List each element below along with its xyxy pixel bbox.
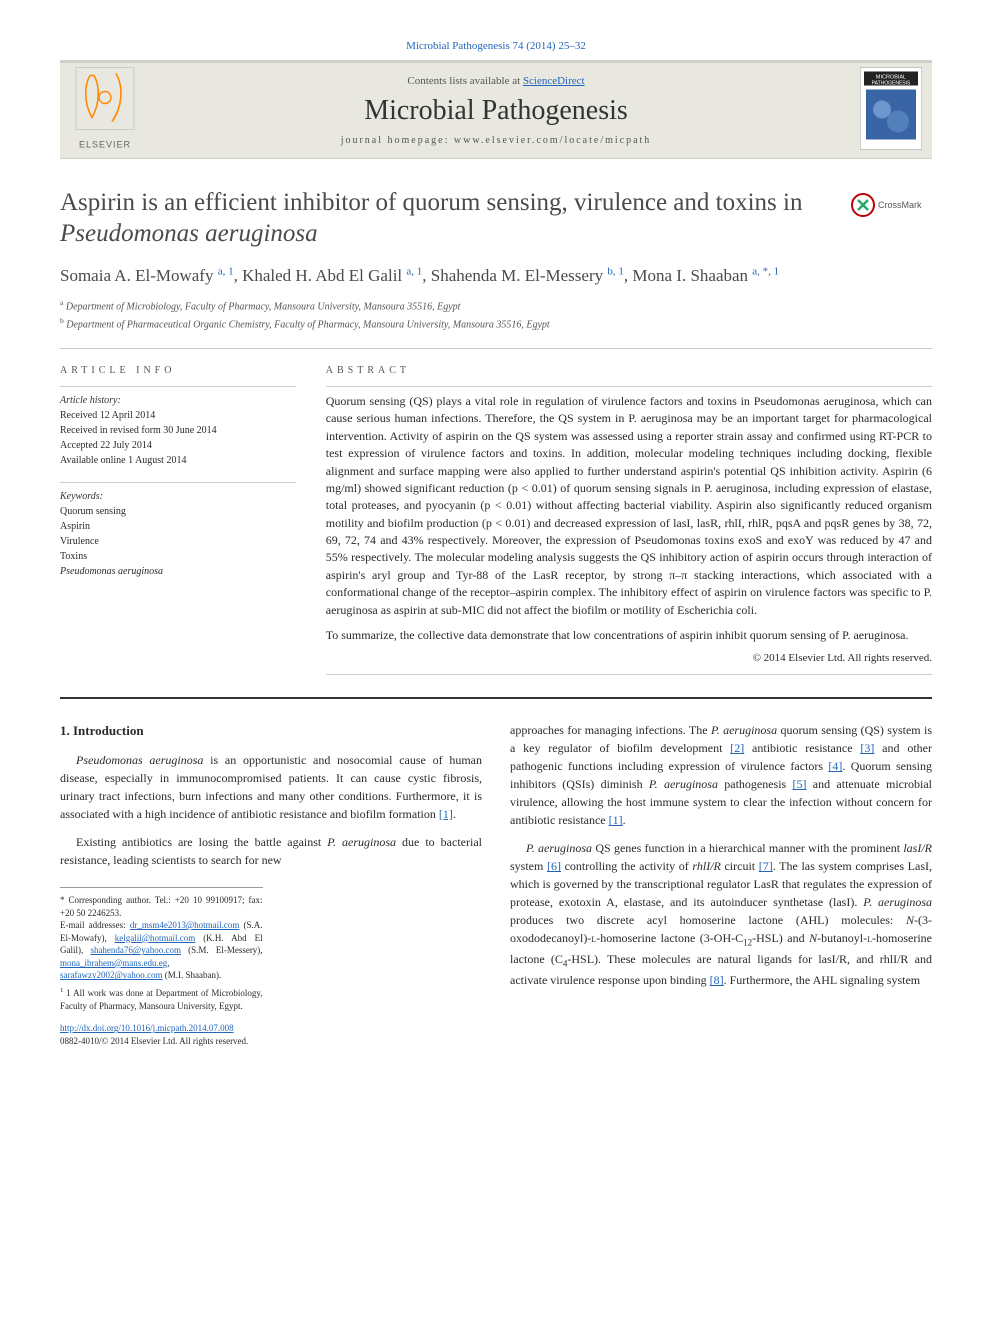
svg-text:PATHOGENESIS: PATHOGENESIS [872,80,911,86]
intro-heading: 1. Introduction [60,721,482,741]
ref-link[interactable]: [4] [828,759,842,773]
top-citation: Microbial Pathogenesis 74 (2014) 25–32 [60,40,932,52]
elsevier-text: ELSEVIER [79,139,131,149]
ref-link[interactable]: [1] [609,813,623,827]
email-link[interactable]: mona_ibrahem@mans.edu.eg [60,958,167,968]
abstract-copyright: © 2014 Elsevier Ltd. All rights reserved… [326,652,932,664]
author: Mona I. Shaaban a, *, 1 [632,266,779,285]
ref-link[interactable]: [6] [547,859,561,873]
doi-link[interactable]: http://dx.doi.org/10.1016/j.micpath.2014… [60,1023,234,1033]
email-link[interactable]: kelgalil@hotmail.com [115,933,196,943]
divider [60,348,932,349]
ref-link[interactable]: [3] [860,741,874,755]
body-paragraph: approaches for managing infections. The … [510,721,932,829]
email-link[interactable]: dr_msm4e2013@hotmail.com [130,920,240,930]
journal-homepage-line: journal homepage: www.elsevier.com/locat… [60,135,932,146]
body-column-right: approaches for managing infections. The … [510,721,932,1047]
abstract-text: Quorum sensing (QS) plays a vital role i… [326,393,932,644]
ref-link[interactable]: [8] [710,973,724,987]
affiliations: a Department of Microbiology, Faculty of… [60,297,932,332]
article-info-label: ARTICLE INFO [60,365,296,376]
doi-block: http://dx.doi.org/10.1016/j.micpath.2014… [60,1022,482,1047]
ref-link[interactable]: [2] [730,741,744,755]
sciencedirect-link[interactable]: ScienceDirect [523,75,585,87]
body-paragraph: P. aeruginosa QS genes function in a hie… [510,839,932,989]
footnotes: * Corresponding author. Tel.: +20 10 991… [60,887,263,1012]
email-link[interactable]: sarafawzy2002@yahoo.com [60,970,163,980]
journal-cover-thumbnail: MICROBIAL PATHOGENESIS [860,67,922,154]
abstract-label: ABSTRACT [326,365,932,376]
body-column-left: 1. Introduction Pseudomonas aeruginosa i… [60,721,482,1047]
body-paragraph: Existing antibiotics are losing the batt… [60,833,482,869]
svg-text:CrossMark: CrossMark [878,200,922,210]
ref-link[interactable]: [1] [439,807,453,821]
contents-lists-line: Contents lists available at ScienceDirec… [60,75,932,87]
body-paragraph: Pseudomonas aeruginosa is an opportunist… [60,751,482,823]
article-history: Article history: Received 12 April 2014 … [60,393,296,468]
section-divider [60,697,932,699]
keywords: Keywords: Quorum sensing Aspirin Virulen… [60,489,296,579]
journal-header-band: ELSEVIER Contents lists available at Sci… [60,60,932,159]
article-title: Aspirin is an efficient inhibitor of quo… [60,187,932,250]
ref-link[interactable]: [7] [759,859,773,873]
elsevier-logo: ELSEVIER [70,63,140,158]
crossmark-badge[interactable]: CrossMark [850,191,932,224]
author-list: Somaia A. El-Mowafy a, 1, Khaled H. Abd … [60,264,932,288]
author: Shahenda M. El-Messery b, 1 [431,266,624,285]
email-link[interactable]: shahenda76@yahoo.com [90,945,181,955]
journal-name: Microbial Pathogenesis [60,95,932,127]
author: Khaled H. Abd El Galil a, 1 [242,266,422,285]
ref-link[interactable]: [5] [793,777,807,791]
author: Somaia A. El-Mowafy a, 1 [60,266,234,285]
